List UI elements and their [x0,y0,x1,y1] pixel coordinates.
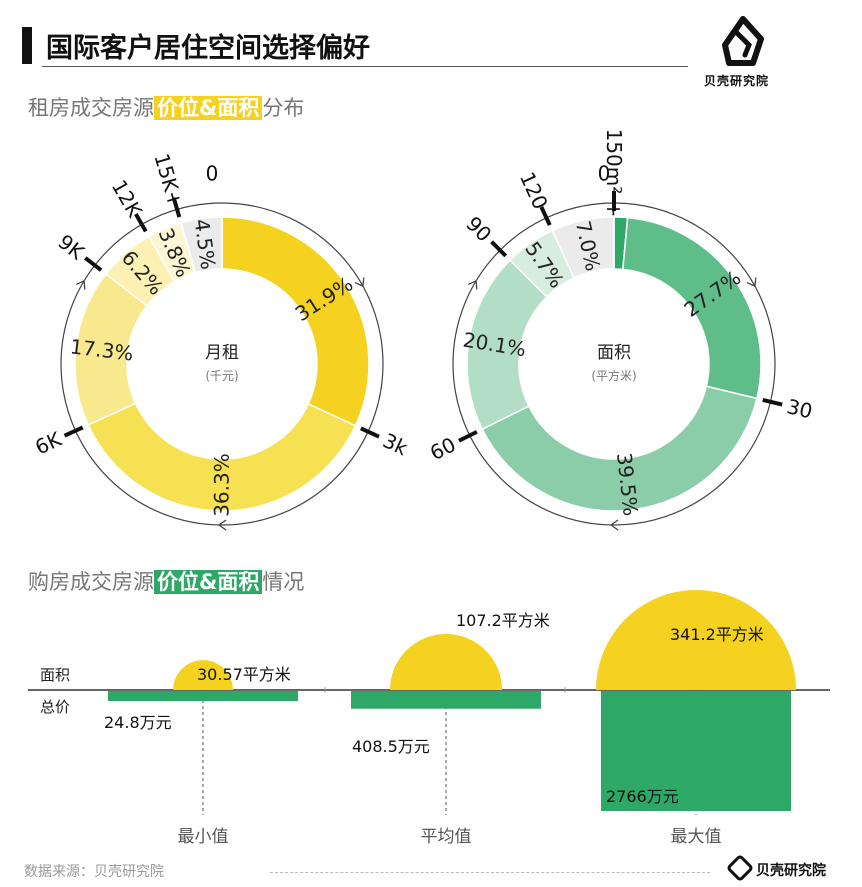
price-value-label: 2766万元 [606,787,679,806]
rent-section-title: 租房成交房源 价位&面积 分布 [28,92,304,122]
donut-boundary-tick [490,240,508,258]
donut-boundary-label: 12K [107,176,147,222]
page-title: 国际客户居住空间选择偏好 [46,33,370,64]
ring-direction-arrow [217,519,227,531]
footer-brand: 贝壳研究院 [725,853,826,883]
row-label-price: 总价 [40,698,70,716]
donut-center-sublabel: (千元) [205,369,238,383]
donut-slice-label: 36.3% [210,453,234,517]
donut-boundary-label: 0 [206,161,219,185]
footer-brand-name: 贝壳研究院 [756,863,826,879]
title-accent-bar [22,27,32,64]
donut-boundary-label: 0 [598,161,611,185]
footer-divider [270,872,710,873]
donut-boundary-label: 3k [379,428,412,460]
area-value-label: 107.2平方米 [456,611,550,630]
area-semicircle [389,633,503,690]
beike-logo-icon [722,16,764,66]
donut-slice-1 [87,402,357,512]
area-value-label: 341.2平方米 [670,625,764,644]
price-bar [351,691,541,709]
donut-boundary-tick [84,256,103,272]
price-value-label: 408.5万元 [352,737,430,756]
donut-boundary-tick [458,430,478,443]
ring-direction-arrow [354,277,365,288]
donut-boundary-label: 9K [54,230,90,265]
donut-slice-0 [221,216,370,427]
donut-boundary-tick [762,397,783,407]
ring-direction-arrow [609,519,619,531]
donut-slice-2 [481,385,758,512]
buy-section-prefix: 购房成交房源 [28,570,154,594]
ring-direction-arrow [746,277,757,288]
rent-section-prefix: 租房成交房源 [28,96,154,120]
donut-boundary-label: 30 [784,394,814,423]
donut-boundary-label: 120 [515,168,553,213]
ring-direction-arrow [467,279,478,290]
category-label: 平均值 [421,827,472,847]
donut-boundary-tick [171,197,182,218]
donut-center-label: 面积 [597,343,631,363]
area-semicircle [596,590,796,690]
donut-slice-5 [551,216,615,279]
buy-section-title: 购房成交房源 价位&面积 情况 [28,566,304,596]
rent-section-suffix: 分布 [262,96,305,120]
donut-slice-5 [180,216,223,274]
donut-boundary-label: 6K [31,427,65,460]
donut-boundary-tick [360,426,380,439]
price-value-label: 24.8万元 [104,713,172,732]
donut-boundary-label: 60 [426,432,459,465]
donut-center-label: 月租 [205,343,239,363]
donut-boundary-tick [539,206,552,226]
area-value-label: 30.57平方米 [197,665,291,684]
donut-boundary-label: 15K+ [149,151,187,211]
category-label: 最小值 [178,827,229,847]
donut-boundary-tick [134,213,148,233]
row-label-area: 面积 [40,666,70,684]
footer-logo-icon [725,853,755,883]
donut-boundary-tick [63,425,84,438]
area-semicircle [173,660,233,690]
donut-boundary-label: 90 [461,212,496,247]
title-underline [42,66,688,67]
buy-section-suffix: 情况 [262,570,305,594]
donut-boundary-label: 150m² + [602,129,626,218]
ring-direction-arrow [75,279,86,290]
data-source: 数据来源：贝壳研究院 [24,864,164,880]
price-bar [601,691,791,811]
rent-section-highlight: 价位&面积 [154,96,263,120]
buy-section-highlight: 价位&面积 [154,570,263,594]
price-bar [108,691,298,701]
donut-outer-ring [60,202,384,526]
category-label: 最大值 [671,827,722,847]
brand-name: 贝壳研究院 [704,74,770,88]
donut-center-sublabel: (平方米) [591,368,636,383]
